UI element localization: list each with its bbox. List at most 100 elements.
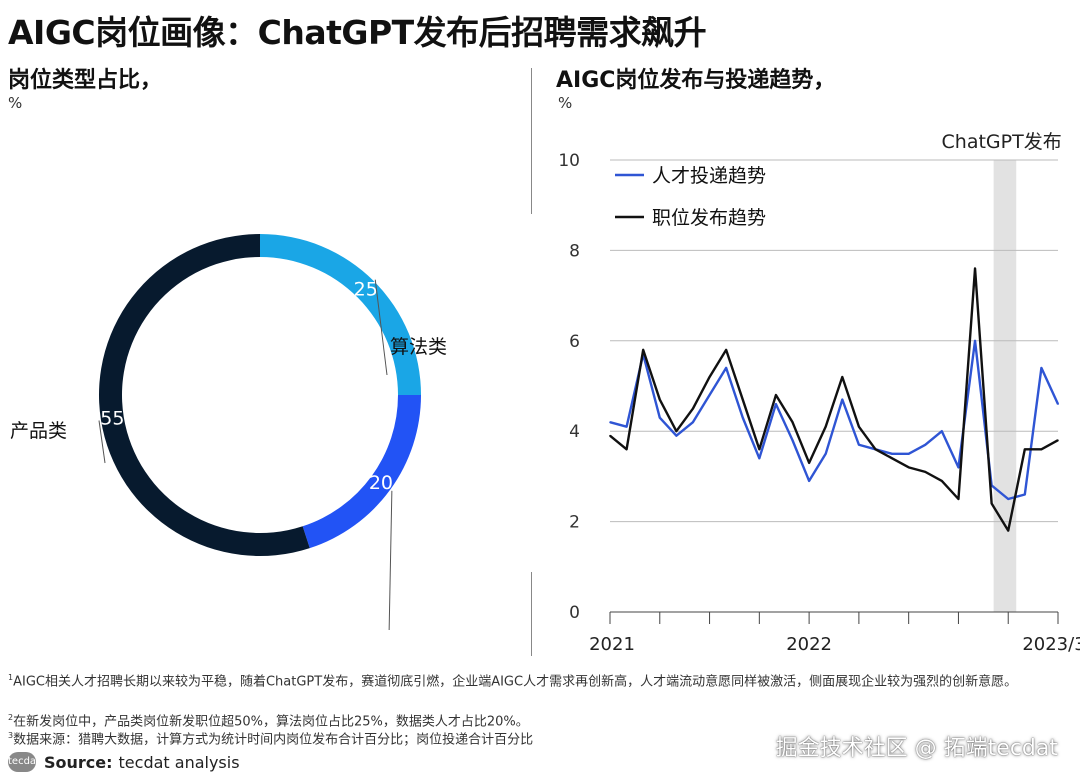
series-0-point-4 [675, 434, 678, 437]
footnote-1-num: 1 [8, 673, 14, 682]
series-0-point-20 [941, 430, 943, 433]
footnote-3-num: 3 [8, 731, 14, 740]
series-0-point-1 [625, 425, 628, 428]
series-1-point-23 [990, 502, 993, 505]
series-1-point-18 [907, 466, 910, 469]
series-0-point-18 [907, 453, 910, 455]
series-0-point-13 [824, 453, 827, 455]
series-1-point-9 [758, 448, 761, 451]
series-0-point-11 [791, 439, 794, 442]
donut-value-label-0: 25 [354, 278, 378, 300]
series-0-point-27 [1057, 403, 1059, 405]
series-0-point-12 [808, 480, 810, 482]
series-0-point-17 [891, 453, 893, 455]
donut-value-label-1: 20 [369, 472, 393, 494]
series-0-point-26 [1040, 367, 1043, 369]
chatgpt-release-label: ChatGPT发布 [942, 131, 1062, 153]
series-1-point-10 [775, 394, 777, 396]
chatgpt-release-band [993, 160, 1017, 612]
series-0-point-14 [841, 398, 844, 401]
footnote-2: 2在新发岗位中，产品类岗位新发职位超50%，算法岗位占比25%，数据类人才占比2… [8, 710, 1074, 730]
source-line: tecdat Source: tecdat analysis [8, 752, 240, 772]
series-1-point-19 [924, 471, 927, 473]
series-1-point-2 [642, 349, 644, 351]
series-0-point-15 [858, 443, 860, 446]
series-line-0 [609, 339, 1060, 501]
donut-leader-line-1 [388, 490, 393, 630]
x-tick-label-2: 2023/3 [1022, 634, 1080, 655]
y-tick-label-3: 6 [569, 332, 580, 352]
series-0-point-19 [924, 443, 927, 446]
pie-unit: % [8, 94, 23, 112]
series-1-point-22 [974, 267, 976, 270]
series-1-point-4 [675, 430, 678, 433]
x-tick-label-0: 2021 [589, 634, 635, 655]
series-1-point-8 [741, 398, 744, 401]
series-1-point-17 [891, 457, 893, 460]
series-1-point-13 [824, 425, 827, 428]
footnote-2-text: 在新发岗位中，产品类岗位新发职位超50%，算法岗位占比25%，数据类人才占比20… [13, 714, 529, 730]
series-0-point-0 [609, 421, 611, 423]
x-tick-label-1: 2022 [786, 634, 832, 655]
line-subtitle: AIGC岗位发布与投递趋势， [556, 68, 836, 93]
series-0-point-3 [658, 416, 661, 419]
series-1-point-25 [1024, 448, 1026, 451]
donut-slice-0 [260, 234, 421, 395]
donut-slice-2 [98, 234, 310, 556]
footnote-3: 3数据来源：猎聘大数据，计算方式为统计时间内岗位发布合计百分比；岗位投递合计百分… [8, 728, 1074, 748]
series-0-point-21 [957, 466, 960, 469]
y-tick-label-4: 8 [569, 241, 580, 261]
source-label: Source: [44, 752, 113, 772]
donut-chart: 25算法类20数据类55产品类 [10, 234, 447, 630]
page-title: AIGC岗位画像：ChatGPT发布后招聘需求飙升 [8, 13, 707, 52]
series-1-point-15 [858, 425, 860, 428]
series-1-point-27 [1057, 439, 1059, 442]
series-1-point-12 [808, 462, 810, 464]
line-unit: % [558, 94, 573, 112]
series-0-point-6 [708, 394, 711, 396]
donut-value-label-2: 55 [100, 407, 124, 429]
y-tick-label-0: 0 [569, 603, 580, 623]
series-0-point-25 [1024, 493, 1026, 496]
legend-label-1: 职位发布趋势 [652, 207, 766, 229]
source-text: tecdat analysis [118, 752, 240, 772]
donut-category-label-2: 产品类 [10, 420, 67, 442]
y-tick-label-2: 4 [569, 422, 580, 442]
series-1-point-5 [692, 407, 694, 410]
series-1-point-20 [941, 480, 943, 482]
series-0-point-5 [692, 421, 694, 423]
series-1-point-14 [841, 376, 844, 378]
donut-leader-line-0 [374, 279, 388, 376]
series-1-point-7 [725, 349, 727, 351]
series-0-point-8 [741, 416, 744, 419]
donut-category-label-0: 算法类 [390, 336, 447, 358]
series-1-point-16 [874, 448, 877, 451]
footnote-1: 1AIGC相关人才招聘长期以来较为平稳，随着ChatGPT发布，赛道彻底引燃，企… [8, 670, 1074, 690]
tecdat-logo-icon: tecdat [8, 752, 40, 772]
footnote-2-num: 2 [8, 713, 14, 722]
watermark: 掘金技术社区 @ 拓端tecdat [775, 736, 1058, 761]
series-1-point-24 [1007, 529, 1010, 532]
donut-slice-1 [302, 395, 421, 549]
y-tick-label-1: 2 [569, 513, 580, 533]
series-0-point-22 [974, 340, 976, 342]
series-1-point-1 [625, 448, 628, 451]
y-tick-label-5: 10 [558, 151, 580, 171]
series-0-point-9 [758, 457, 761, 460]
donut-leader-line-2 [98, 420, 106, 464]
footnote-1-text: AIGC相关人才招聘长期以来较为平稳，随着ChatGPT发布，赛道彻底引燃，企业… [13, 674, 1018, 690]
series-0-point-7 [725, 367, 727, 369]
legend-label-0: 人才投递趋势 [652, 165, 766, 187]
series-1-point-11 [791, 421, 794, 423]
series-0-point-10 [775, 403, 777, 405]
series-0-point-24 [1007, 498, 1010, 500]
series-1-point-0 [609, 434, 611, 437]
divider-top [531, 68, 532, 214]
series-line-1 [609, 267, 1059, 532]
series-1-point-6 [708, 376, 711, 378]
divider-bottom [531, 572, 532, 656]
pie-subtitle: 岗位类型占比， [8, 68, 163, 93]
series-1-point-21 [957, 498, 960, 500]
series-1-point-26 [1040, 448, 1043, 451]
line-chart: ChatGPT发布 0 2 4 6 8 10 2021 2022 2023/3 人才投递趋势职位发布… [558, 131, 1080, 655]
